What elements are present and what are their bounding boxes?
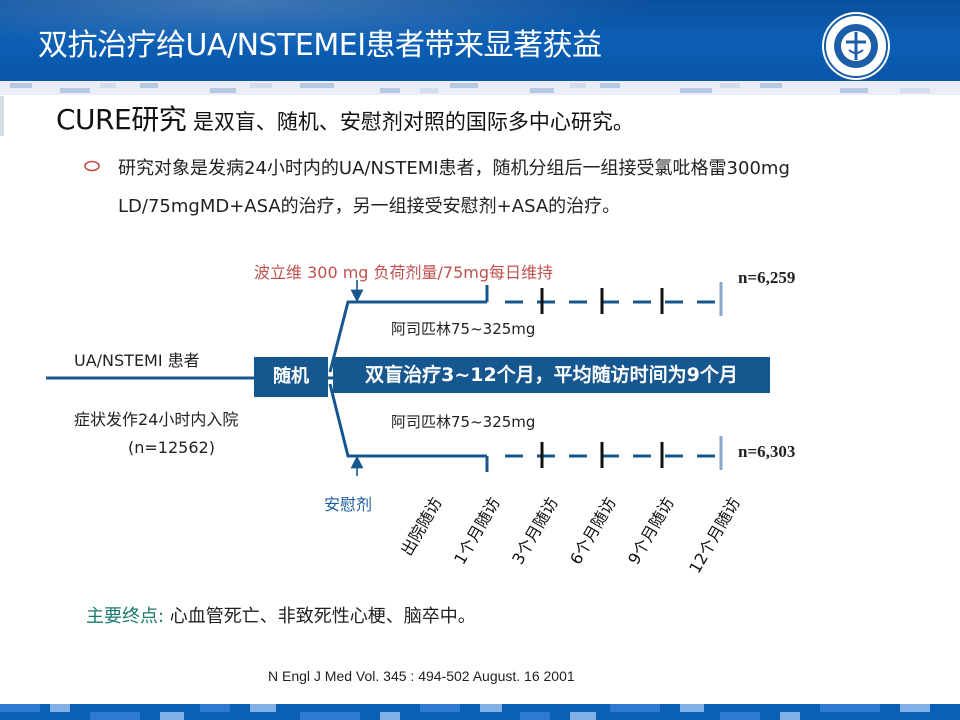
header-mosaic-strip — [0, 81, 960, 95]
study-population-text: 研究对象是发病24小时内的UA/NSTEMI患者，随机分组后一组接受氯吡格雷30… — [118, 158, 790, 217]
title-underline — [0, 78, 960, 81]
aspirin-bottom-label: 阿司匹林75~325mg — [391, 413, 536, 431]
aspirin-top-label: 阿司匹林75~325mg — [391, 320, 536, 338]
n-top-label: n=6,259 — [738, 268, 796, 287]
endpoint-label: 主要终点: — [86, 606, 170, 627]
primary-endpoint: 主要终点: 心血管死亡、非致死性心梗、脑卒中。 — [86, 602, 476, 628]
admission-label: 症状发作24小时内入院 — [74, 410, 239, 429]
slide-title: 双抗治疗给UA/NSTEMEI患者带来显著获益 — [38, 28, 602, 63]
title-bar: 双抗治疗给UA/NSTEMEI患者带来显著获益 — [0, 0, 960, 78]
clopidogrel-arm-line — [328, 300, 487, 373]
title-bar-glow — [0, 0, 660, 50]
study-name: CURE研究 — [56, 103, 187, 136]
placebo-arm-line — [328, 383, 487, 458]
ministry-logo-icon — [822, 12, 890, 80]
study-description: 是双盲、随机、安慰剂对照的国际多中心研究。 — [186, 110, 634, 134]
patients-label: UA/NSTEMI 患者 — [74, 351, 200, 370]
total-n-label: (n=12562) — [128, 438, 215, 457]
treatment-box: 双盲治疗3~12个月，平均随访时间为9个月 — [333, 357, 770, 393]
oval-bullet-icon — [84, 160, 100, 172]
study-heading: CURE研究 是双盲、随机、安慰剂对照的国际多中心研究。 — [56, 98, 634, 138]
n-bottom-label: n=6,303 — [738, 442, 796, 461]
side-accent — [0, 96, 4, 136]
citation: N Engl J Med Vol. 345 : 494-502 August. … — [268, 668, 575, 684]
clopidogrel-label: 波立维 300 mg 负荷剂量/75mg每日维持 — [254, 263, 554, 282]
endpoint-value: 心血管死亡、非致死性心梗、脑卒中。 — [169, 606, 476, 627]
randomize-box: 随机 — [254, 357, 328, 397]
placebo-label: 安慰剂 — [324, 495, 373, 514]
footer-mosaic-strip — [0, 704, 960, 720]
